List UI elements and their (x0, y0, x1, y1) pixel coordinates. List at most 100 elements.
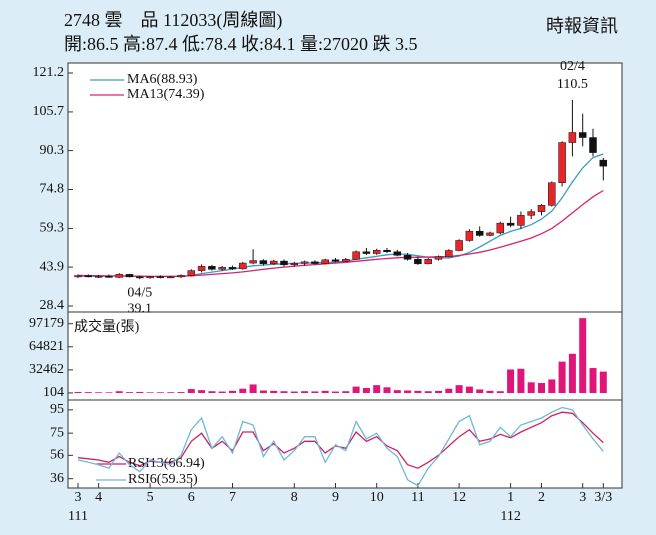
candle-body (280, 260, 288, 266)
candle-body (486, 232, 494, 236)
volume-bar (280, 391, 288, 393)
volume-bar (342, 391, 350, 393)
candle-body (383, 250, 391, 253)
candle-body (558, 142, 566, 183)
legend-label: MA6(88.93) (127, 72, 198, 87)
y-tick-label: 74.8 (40, 182, 65, 197)
x-tick-label: 4 (95, 490, 102, 505)
candle-body (197, 266, 206, 271)
candle-body (517, 215, 525, 226)
volume-bar (126, 392, 133, 393)
candle-body (321, 259, 329, 264)
candle-body (300, 261, 309, 264)
x-year-label: 112 (500, 509, 520, 524)
volume-bar (259, 390, 267, 393)
candle-body (362, 251, 371, 254)
volume-bar (538, 383, 545, 393)
volume-bar (599, 371, 607, 393)
x-tick-label: 3 (579, 490, 586, 505)
volume-bar (373, 385, 381, 393)
volume-bar (352, 386, 360, 393)
volume-bar (527, 382, 535, 393)
x-tick-label: 12 (452, 490, 466, 505)
y-tick-label: 43.9 (40, 259, 65, 274)
candle-body (475, 230, 484, 236)
candle-body (166, 276, 175, 279)
volume-bar (465, 386, 473, 393)
volume-bar (156, 392, 164, 393)
candle-body (125, 274, 134, 278)
candle-body (527, 211, 535, 216)
volume-bar (517, 368, 525, 393)
candle-body (599, 159, 608, 167)
high-value: 110.5 (557, 77, 588, 92)
y-tick-label: 75 (50, 425, 64, 440)
y-tick-label: 56 (50, 448, 64, 463)
x-tick-label: 10 (370, 490, 384, 505)
x-tick-label: 2 (538, 490, 545, 505)
candle-body (578, 132, 587, 138)
candle-body (393, 251, 402, 256)
candle-body (239, 262, 247, 270)
candle-body (249, 260, 257, 264)
volume-bar (414, 390, 422, 393)
low-value: 39.1 (128, 301, 153, 316)
x-tick-label: 3/3 (594, 490, 612, 505)
candle-body (414, 259, 422, 265)
quote-line: 開:86.5 高:87.4 低:78.4 收:84.1 量:27020 跌 3.… (64, 34, 418, 54)
volume-bar (332, 391, 339, 393)
volume-bar (146, 392, 154, 393)
volume-bar (95, 392, 103, 393)
candle-body (177, 275, 185, 278)
candle-body (208, 266, 216, 270)
candle-body (74, 275, 82, 278)
x-tick-label: 6 (188, 490, 195, 505)
x-tick-label: 7 (229, 490, 236, 505)
high-date: 02/4 (560, 59, 585, 74)
candle-body (259, 260, 268, 265)
candle-body (218, 267, 226, 270)
volume-bar (229, 390, 236, 393)
x-tick-label: 9 (332, 490, 339, 505)
candle-body (342, 259, 350, 262)
volume-title: 成交量(張) (74, 318, 140, 335)
volume-bar (290, 391, 298, 393)
legend-label: RSI6(59.35) (128, 472, 198, 487)
x-tick-label: 1 (507, 490, 514, 505)
volume-bar (321, 390, 329, 393)
candle-body (445, 250, 453, 258)
volume-bar (496, 391, 504, 393)
volume-bar (558, 361, 566, 393)
candle-body (187, 270, 196, 276)
candle-body (372, 250, 381, 254)
volume-bar (486, 390, 494, 393)
y-tick-label: 36 (50, 471, 64, 486)
candle-body (94, 276, 103, 278)
candle-body (403, 255, 412, 260)
candle-body (537, 205, 546, 212)
volume-bar (507, 369, 515, 393)
volume-bar (208, 391, 216, 393)
candle-body (290, 263, 299, 266)
volume-bar (311, 391, 319, 393)
volume-bar (445, 388, 453, 393)
volume-bar (404, 390, 412, 393)
candle-body (311, 261, 319, 264)
volume-bar (167, 392, 175, 393)
y-tick-label: 64821 (29, 339, 64, 354)
volume-bar (239, 388, 247, 393)
volume-bar (105, 392, 113, 393)
x-tick-label: 11 (411, 490, 424, 505)
series-line (77, 189, 604, 278)
volume-bar (198, 390, 206, 393)
volume-bar (476, 389, 484, 393)
stock-title: 2748 雲 品 112033(周線圖) (64, 10, 282, 31)
y-tick-label: 28.4 (40, 298, 65, 313)
y-tick-label: 104 (43, 385, 64, 400)
y-tick-label: 59.3 (40, 221, 65, 236)
y-tick-label: 97179 (29, 316, 64, 331)
volume-bar (455, 385, 463, 393)
y-tick-label: 121.2 (33, 65, 65, 80)
series-line (77, 406, 604, 487)
